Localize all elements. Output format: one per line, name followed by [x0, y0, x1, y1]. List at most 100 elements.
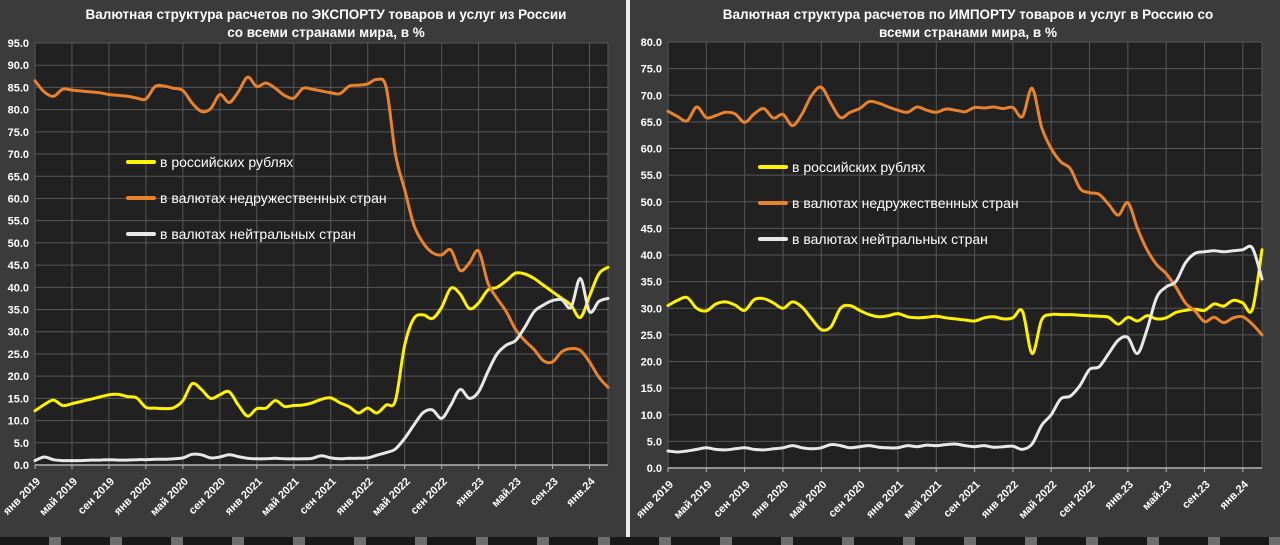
svg-text:май 2019: май 2019	[672, 479, 715, 522]
svg-text:10.0: 10.0	[8, 416, 29, 428]
svg-text:25.0: 25.0	[641, 330, 662, 342]
svg-text:70.0: 70.0	[641, 90, 662, 102]
svg-text:май 2019: май 2019	[37, 476, 80, 519]
svg-text:45.0: 45.0	[641, 223, 662, 235]
export-chart-title-line2: со всеми странами мира, в %	[227, 25, 425, 40]
svg-text:сен 2022: сен 2022	[408, 476, 449, 517]
svg-text:сен 2020: сен 2020	[187, 476, 228, 517]
svg-text:май.23: май.23	[1140, 479, 1174, 513]
export-chart-title-line1: Валютная структура расчетов по ЭКСПОРТУ …	[85, 7, 567, 22]
neutral-line-swatch	[758, 237, 788, 241]
svg-text:янв 2020: янв 2020	[112, 476, 154, 518]
svg-text:сен 2020: сен 2020	[826, 479, 867, 520]
bottom-edge-bar	[0, 537, 1280, 545]
svg-text:95.0: 95.0	[8, 38, 29, 50]
svg-text:янв.24: янв.24	[1218, 478, 1252, 512]
unfriendly-line-swatch	[758, 201, 788, 205]
svg-text:45.0: 45.0	[8, 260, 29, 272]
svg-text:30.0: 30.0	[641, 303, 662, 315]
export-chart-legend: в российских рублях в валютах недружеств…	[126, 151, 387, 245]
svg-text:май 2020: май 2020	[148, 476, 191, 519]
legend-item-rubles: в российских рублях	[126, 151, 387, 173]
legend-item-neutral: в валютах нейтральных стран	[758, 228, 1019, 250]
import-chart-title-line2: всеми странами мира, в %	[878, 25, 1057, 40]
svg-text:янв 2021: янв 2021	[223, 476, 265, 518]
svg-text:май 2022: май 2022	[370, 476, 413, 519]
svg-text:сен 2019: сен 2019	[76, 476, 117, 517]
svg-text:сен 2021: сен 2021	[941, 479, 982, 520]
rubles-line-swatch	[758, 165, 788, 169]
svg-text:35.0: 35.0	[8, 305, 29, 317]
svg-text:янв 2020: янв 2020	[749, 479, 791, 521]
svg-text:янв 2019: янв 2019	[634, 479, 676, 521]
svg-text:май 2021: май 2021	[259, 476, 302, 519]
legend-item-unfriendly: в валютах недружественных стран	[126, 187, 387, 209]
export-chart-panel: Валютная структура расчетов по ЭКСПОРТУ …	[0, 0, 626, 537]
svg-text:75.0: 75.0	[641, 64, 662, 76]
svg-text:0.0: 0.0	[647, 463, 662, 475]
legend-item-rubles: в российских рублях	[758, 156, 1019, 178]
legend-label-unfriendly: в валютах недружественных стран	[160, 190, 387, 206]
svg-text:янв 2022: янв 2022	[979, 479, 1021, 521]
svg-text:15.0: 15.0	[641, 383, 662, 395]
unfriendly-line-swatch	[126, 196, 156, 200]
legend-label-neutral: в валютах нейтральных стран	[792, 231, 988, 247]
svg-text:55.0: 55.0	[641, 170, 662, 182]
svg-text:янв.23: янв.23	[453, 476, 486, 509]
svg-text:80.0: 80.0	[641, 37, 662, 49]
legend-label-rubles: в российских рублях	[792, 159, 926, 175]
legend-item-unfriendly: в валютах недружественных стран	[758, 192, 1019, 214]
svg-text:65.0: 65.0	[8, 171, 29, 183]
svg-text:60.0: 60.0	[8, 193, 29, 205]
svg-text:65.0: 65.0	[641, 117, 662, 129]
svg-text:85.0: 85.0	[8, 82, 29, 94]
svg-text:90.0: 90.0	[8, 60, 29, 72]
svg-text:янв 2021: янв 2021	[864, 479, 906, 521]
svg-text:сен 2021: сен 2021	[298, 476, 339, 517]
svg-text:80.0: 80.0	[8, 105, 29, 117]
svg-text:25.0: 25.0	[8, 349, 29, 361]
svg-text:5.0: 5.0	[14, 438, 29, 450]
neutral-line-swatch	[126, 232, 156, 236]
svg-text:май 2021: май 2021	[902, 479, 945, 522]
legend-label-neutral: в валютах нейтральных стран	[160, 226, 356, 242]
svg-text:60.0: 60.0	[641, 144, 662, 156]
svg-text:70.0: 70.0	[8, 149, 29, 161]
svg-text:сен.23: сен.23	[1180, 479, 1213, 512]
legend-item-neutral: в валютах нейтральных стран	[126, 223, 387, 245]
svg-text:янв.23: янв.23	[1103, 479, 1136, 512]
svg-text:20.0: 20.0	[641, 357, 662, 369]
svg-text:75.0: 75.0	[8, 127, 29, 139]
svg-text:10.0: 10.0	[641, 410, 662, 422]
export-chart-title: Валютная структура расчетов по ЭКСПОРТУ …	[30, 6, 622, 42]
import-chart-legend: в российских рублях в валютах недружеств…	[758, 156, 1019, 250]
svg-text:50.0: 50.0	[8, 238, 29, 250]
svg-text:20.0: 20.0	[8, 371, 29, 383]
svg-text:50.0: 50.0	[641, 197, 662, 209]
rubles-line-swatch	[126, 160, 156, 164]
legend-label-unfriendly: в валютах недружественных стран	[792, 195, 1019, 211]
legend-label-rubles: в российских рублях	[160, 154, 294, 170]
svg-text:сен 2022: сен 2022	[1056, 479, 1097, 520]
svg-text:май 2022: май 2022	[1017, 479, 1060, 522]
svg-text:40.0: 40.0	[641, 250, 662, 262]
svg-text:55.0: 55.0	[8, 216, 29, 228]
svg-text:5.0: 5.0	[647, 436, 662, 448]
panel-divider	[626, 0, 630, 537]
svg-text:0.0: 0.0	[14, 460, 29, 472]
svg-text:40.0: 40.0	[8, 282, 29, 294]
svg-text:май.23: май.23	[490, 476, 524, 510]
svg-text:янв 2022: янв 2022	[334, 476, 376, 518]
import-chart-title-line1: Валютная структура расчетов по ИМПОРТУ т…	[722, 7, 1214, 22]
svg-text:май 2020: май 2020	[787, 479, 830, 522]
svg-text:янв.24: янв.24	[564, 475, 598, 509]
import-chart-panel: Валютная структура расчетов по ИМПОРТУ т…	[630, 0, 1280, 537]
svg-text:30.0: 30.0	[8, 327, 29, 339]
svg-text:янв 2019: янв 2019	[1, 476, 43, 518]
import-chart-title: Валютная структура расчетов по ИМПОРТУ т…	[660, 6, 1276, 42]
svg-text:35.0: 35.0	[641, 277, 662, 289]
svg-text:сен 2019: сен 2019	[711, 479, 752, 520]
